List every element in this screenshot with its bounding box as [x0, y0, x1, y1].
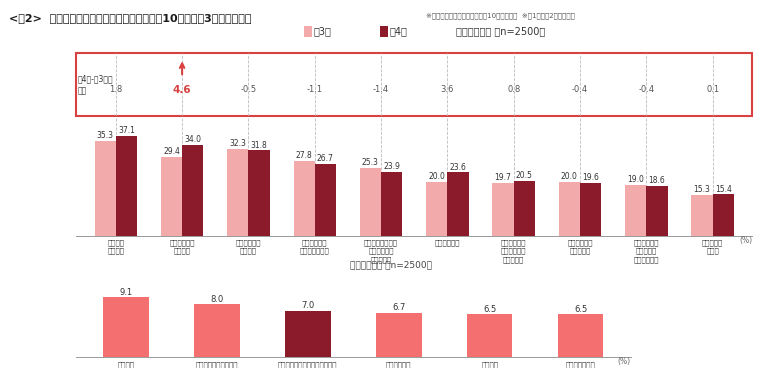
Text: 19.6: 19.6 — [582, 173, 599, 182]
Text: 15.3: 15.3 — [694, 185, 711, 194]
Text: 1.8: 1.8 — [109, 85, 122, 94]
Text: 15.4: 15.4 — [715, 184, 732, 194]
Text: -0.4: -0.4 — [638, 85, 654, 94]
Bar — [492, 183, 514, 236]
Text: 0.8: 0.8 — [507, 85, 521, 94]
Text: 7.0: 7.0 — [301, 301, 315, 310]
Bar — [195, 304, 239, 357]
Bar — [426, 182, 448, 236]
Text: ※今回のスコアをベースに上位10項目を掲載  ※第1回、第2回は非聴取: ※今回のスコアをベースに上位10項目を掲載 ※第1回、第2回は非聴取 — [426, 13, 575, 20]
Text: 32.3: 32.3 — [230, 139, 246, 148]
Text: 第4回-第3回の
差分: 第4回-第3回の 差分 — [78, 74, 113, 95]
Bar — [467, 314, 512, 357]
Text: -0.4: -0.4 — [572, 85, 588, 94]
Bar — [285, 311, 331, 357]
Text: 第3回: 第3回 — [314, 26, 331, 36]
Bar — [103, 297, 149, 357]
Text: 第4回: 第4回 — [390, 26, 407, 36]
Text: -1.1: -1.1 — [307, 85, 323, 94]
Bar — [249, 151, 270, 236]
Bar — [448, 172, 469, 236]
Text: 18.6: 18.6 — [648, 176, 665, 185]
Text: 今後購入したい商品・サービス　上位5項目: 今後購入したい商品・サービス 上位5項目 — [112, 260, 238, 270]
Text: 35.3: 35.3 — [97, 131, 114, 140]
Bar — [625, 185, 646, 236]
Text: (%): (%) — [739, 236, 752, 244]
Bar — [713, 194, 734, 236]
Text: 19.7: 19.7 — [495, 173, 511, 182]
Bar — [161, 157, 182, 236]
Bar — [94, 141, 116, 236]
Bar — [381, 171, 402, 236]
Text: 20.0: 20.0 — [561, 172, 578, 181]
Text: 23.6: 23.6 — [449, 163, 467, 171]
Bar — [293, 161, 315, 236]
Bar — [646, 186, 667, 236]
Text: 27.8: 27.8 — [296, 151, 312, 160]
Bar — [315, 164, 336, 236]
Text: <図2>  絊急事態宣言後、困っていること上位10項目（第3回との比較）: <図2> 絊急事態宣言後、困っていること上位10項目（第3回との比較） — [9, 13, 252, 23]
Text: 19.0: 19.0 — [627, 175, 644, 184]
Bar — [116, 136, 137, 236]
Text: 9.1: 9.1 — [119, 288, 132, 297]
FancyBboxPatch shape — [76, 53, 752, 116]
Text: 6.5: 6.5 — [483, 305, 496, 314]
Bar — [227, 149, 249, 236]
Text: 37.1: 37.1 — [118, 127, 135, 135]
Text: 4.6: 4.6 — [173, 85, 192, 95]
Text: 20.0: 20.0 — [429, 172, 445, 181]
Bar — [514, 181, 535, 236]
Text: 29.4: 29.4 — [163, 147, 180, 156]
Text: 25.3: 25.3 — [362, 158, 379, 167]
Text: 23.9: 23.9 — [383, 162, 400, 171]
Text: 3.6: 3.6 — [441, 85, 454, 94]
Text: （全体ベース 各n=2500）: （全体ベース 各n=2500） — [456, 26, 545, 36]
Text: 6.7: 6.7 — [392, 303, 406, 312]
Text: 8.0: 8.0 — [211, 295, 223, 304]
Bar — [580, 183, 601, 236]
Text: -1.4: -1.4 — [373, 85, 389, 94]
Text: 34.0: 34.0 — [184, 135, 201, 144]
Bar — [359, 168, 381, 236]
Bar — [558, 314, 603, 357]
Bar — [376, 313, 422, 357]
Bar — [559, 182, 580, 236]
Bar — [182, 145, 204, 236]
Text: 31.8: 31.8 — [251, 141, 268, 150]
Text: 20.5: 20.5 — [516, 171, 533, 180]
Text: 0.1: 0.1 — [706, 85, 719, 94]
Text: 26.7: 26.7 — [317, 154, 334, 163]
Bar — [692, 195, 713, 236]
Text: (%): (%) — [618, 357, 631, 366]
Text: （全体ベース 各n=2500）: （全体ベース 各n=2500） — [350, 261, 432, 269]
Text: 6.5: 6.5 — [574, 305, 587, 314]
Text: -0.5: -0.5 — [240, 85, 256, 94]
